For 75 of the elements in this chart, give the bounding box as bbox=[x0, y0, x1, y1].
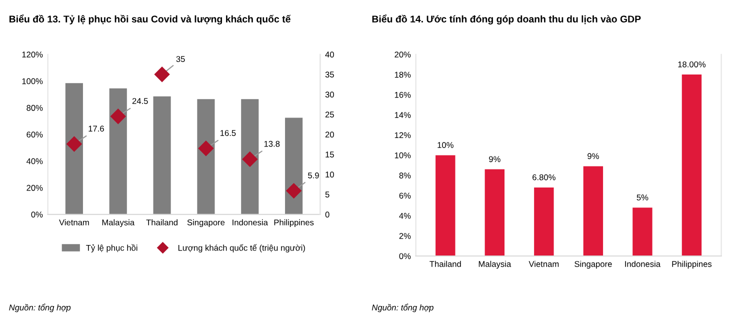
data-label: 17.6 bbox=[88, 126, 104, 132]
y-tick-label: 100% bbox=[22, 78, 43, 84]
x-tick-label: Vietnam bbox=[59, 219, 89, 226]
legend-label: Lượng khách quốc tế (triệu người) bbox=[178, 244, 305, 252]
bar bbox=[534, 187, 554, 256]
chart-title: Biểu đồ 13. Tỷ lệ phục hồi sau Covid và lượng khách quốc tế bbox=[9, 14, 291, 24]
data-label: 16.5 bbox=[220, 130, 236, 136]
y-tick-label: 60% bbox=[26, 132, 43, 138]
x-tick-label: Indonesia bbox=[625, 260, 661, 267]
x-tick-label: Thailand bbox=[430, 260, 461, 267]
bar bbox=[241, 99, 259, 214]
y2-tick-label: 40 bbox=[325, 52, 334, 58]
y2-tick-label: 30 bbox=[325, 92, 334, 98]
bar bbox=[153, 96, 171, 214]
data-label: 5.9 bbox=[308, 172, 319, 178]
y-tick-label: 12% bbox=[394, 132, 411, 138]
bar bbox=[285, 118, 303, 214]
legend-label: Tỷ lệ phục hồi bbox=[86, 244, 138, 252]
x-tick-label: Indonesia bbox=[232, 219, 268, 226]
point bbox=[154, 66, 170, 82]
y2-tick-label: 10 bbox=[326, 172, 334, 178]
y-tick-label: 8% bbox=[399, 172, 411, 178]
x-tick-label: Singapore bbox=[574, 260, 612, 269]
y2-tick-label: 35 bbox=[325, 72, 334, 78]
data-label: 24.5 bbox=[132, 98, 148, 104]
bar bbox=[632, 208, 652, 256]
y-tick-label: 16% bbox=[394, 92, 411, 98]
bar bbox=[109, 88, 127, 214]
data-label: 9% bbox=[489, 156, 500, 162]
data-label: 10% bbox=[438, 142, 454, 148]
y2-tick-label: 0 bbox=[325, 212, 330, 218]
y-tick-label: 40% bbox=[26, 158, 43, 164]
point bbox=[110, 108, 126, 124]
y2-tick-label: 15 bbox=[326, 152, 334, 158]
y-tick-label: 120% bbox=[22, 52, 43, 58]
bar bbox=[583, 166, 604, 256]
text: Nguồn: tổng hợp bbox=[9, 304, 71, 312]
y-tick-label: 4% bbox=[399, 212, 411, 219]
bar bbox=[197, 99, 215, 214]
chart-title: Biểu đồ 14. Ước tính đóng góp doanh thu du lịch vào GDP bbox=[372, 14, 641, 24]
y-tick-label: 0% bbox=[399, 253, 411, 260]
y2-tick-label: 20 bbox=[325, 132, 334, 138]
x-tick-label: Singapore bbox=[187, 219, 225, 228]
point bbox=[242, 152, 258, 167]
bar bbox=[484, 169, 505, 256]
point bbox=[66, 136, 82, 152]
data-label: 18.00% bbox=[678, 61, 706, 68]
data-label: 6.80% bbox=[532, 174, 556, 180]
y-tick-label: 0% bbox=[31, 212, 43, 218]
x-tick-label: Malaysia bbox=[478, 260, 512, 269]
x-tick-label: Philippines bbox=[274, 219, 314, 228]
x-tick-label: Philippines bbox=[672, 260, 712, 269]
data-label: 35 bbox=[176, 56, 185, 62]
y-tick-label: 80% bbox=[26, 104, 43, 111]
x-tick-label: Malaysia bbox=[102, 219, 135, 228]
y-tick-label: 18% bbox=[394, 72, 411, 78]
y-tick-label: 20% bbox=[394, 52, 411, 58]
y2-tick-label: 25 bbox=[325, 112, 334, 118]
y2-tick-label: 5 bbox=[325, 192, 330, 198]
point bbox=[286, 183, 302, 198]
data-label: 9% bbox=[588, 153, 599, 160]
text: Nguồn: tổng hợp bbox=[372, 304, 434, 312]
x-tick-label: Vietnam bbox=[528, 260, 559, 267]
y-tick-label: 10% bbox=[394, 152, 411, 158]
data-label: 13.8 bbox=[264, 140, 280, 147]
y-tick-label: 20% bbox=[26, 184, 43, 191]
y-tick-label: 2% bbox=[399, 233, 411, 239]
point bbox=[198, 140, 214, 156]
y-tick-label: 14% bbox=[394, 112, 411, 118]
bar bbox=[436, 155, 456, 256]
y-tick-label: 6% bbox=[399, 192, 411, 199]
x-tick-label: Thailand bbox=[146, 219, 178, 226]
bar bbox=[65, 83, 83, 214]
data-label: 5% bbox=[636, 194, 648, 200]
bar bbox=[682, 74, 702, 256]
